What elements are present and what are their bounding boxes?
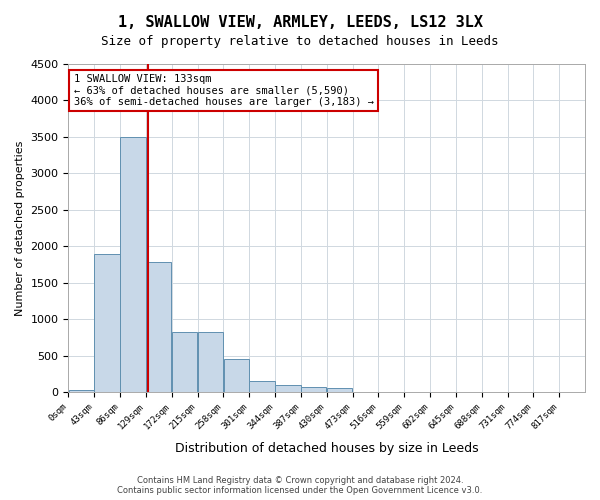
Text: 1 SWALLOW VIEW: 133sqm
← 63% of detached houses are smaller (5,590)
36% of semi-: 1 SWALLOW VIEW: 133sqm ← 63% of detached… — [74, 74, 374, 107]
Bar — [172, 332, 197, 392]
Bar — [121, 137, 146, 392]
Bar — [275, 384, 301, 392]
Bar — [146, 262, 172, 392]
Bar — [327, 388, 352, 392]
Bar — [224, 359, 249, 392]
Bar — [250, 380, 275, 392]
Text: Size of property relative to detached houses in Leeds: Size of property relative to detached ho… — [101, 35, 499, 48]
Y-axis label: Number of detached properties: Number of detached properties — [15, 140, 25, 316]
Bar — [198, 332, 223, 392]
X-axis label: Distribution of detached houses by size in Leeds: Distribution of detached houses by size … — [175, 442, 479, 455]
Text: Contains HM Land Registry data © Crown copyright and database right 2024.
Contai: Contains HM Land Registry data © Crown c… — [118, 476, 482, 495]
Bar — [94, 254, 120, 392]
Text: 1, SWALLOW VIEW, ARMLEY, LEEDS, LS12 3LX: 1, SWALLOW VIEW, ARMLEY, LEEDS, LS12 3LX — [118, 15, 482, 30]
Bar — [68, 390, 94, 392]
Bar — [301, 387, 326, 392]
